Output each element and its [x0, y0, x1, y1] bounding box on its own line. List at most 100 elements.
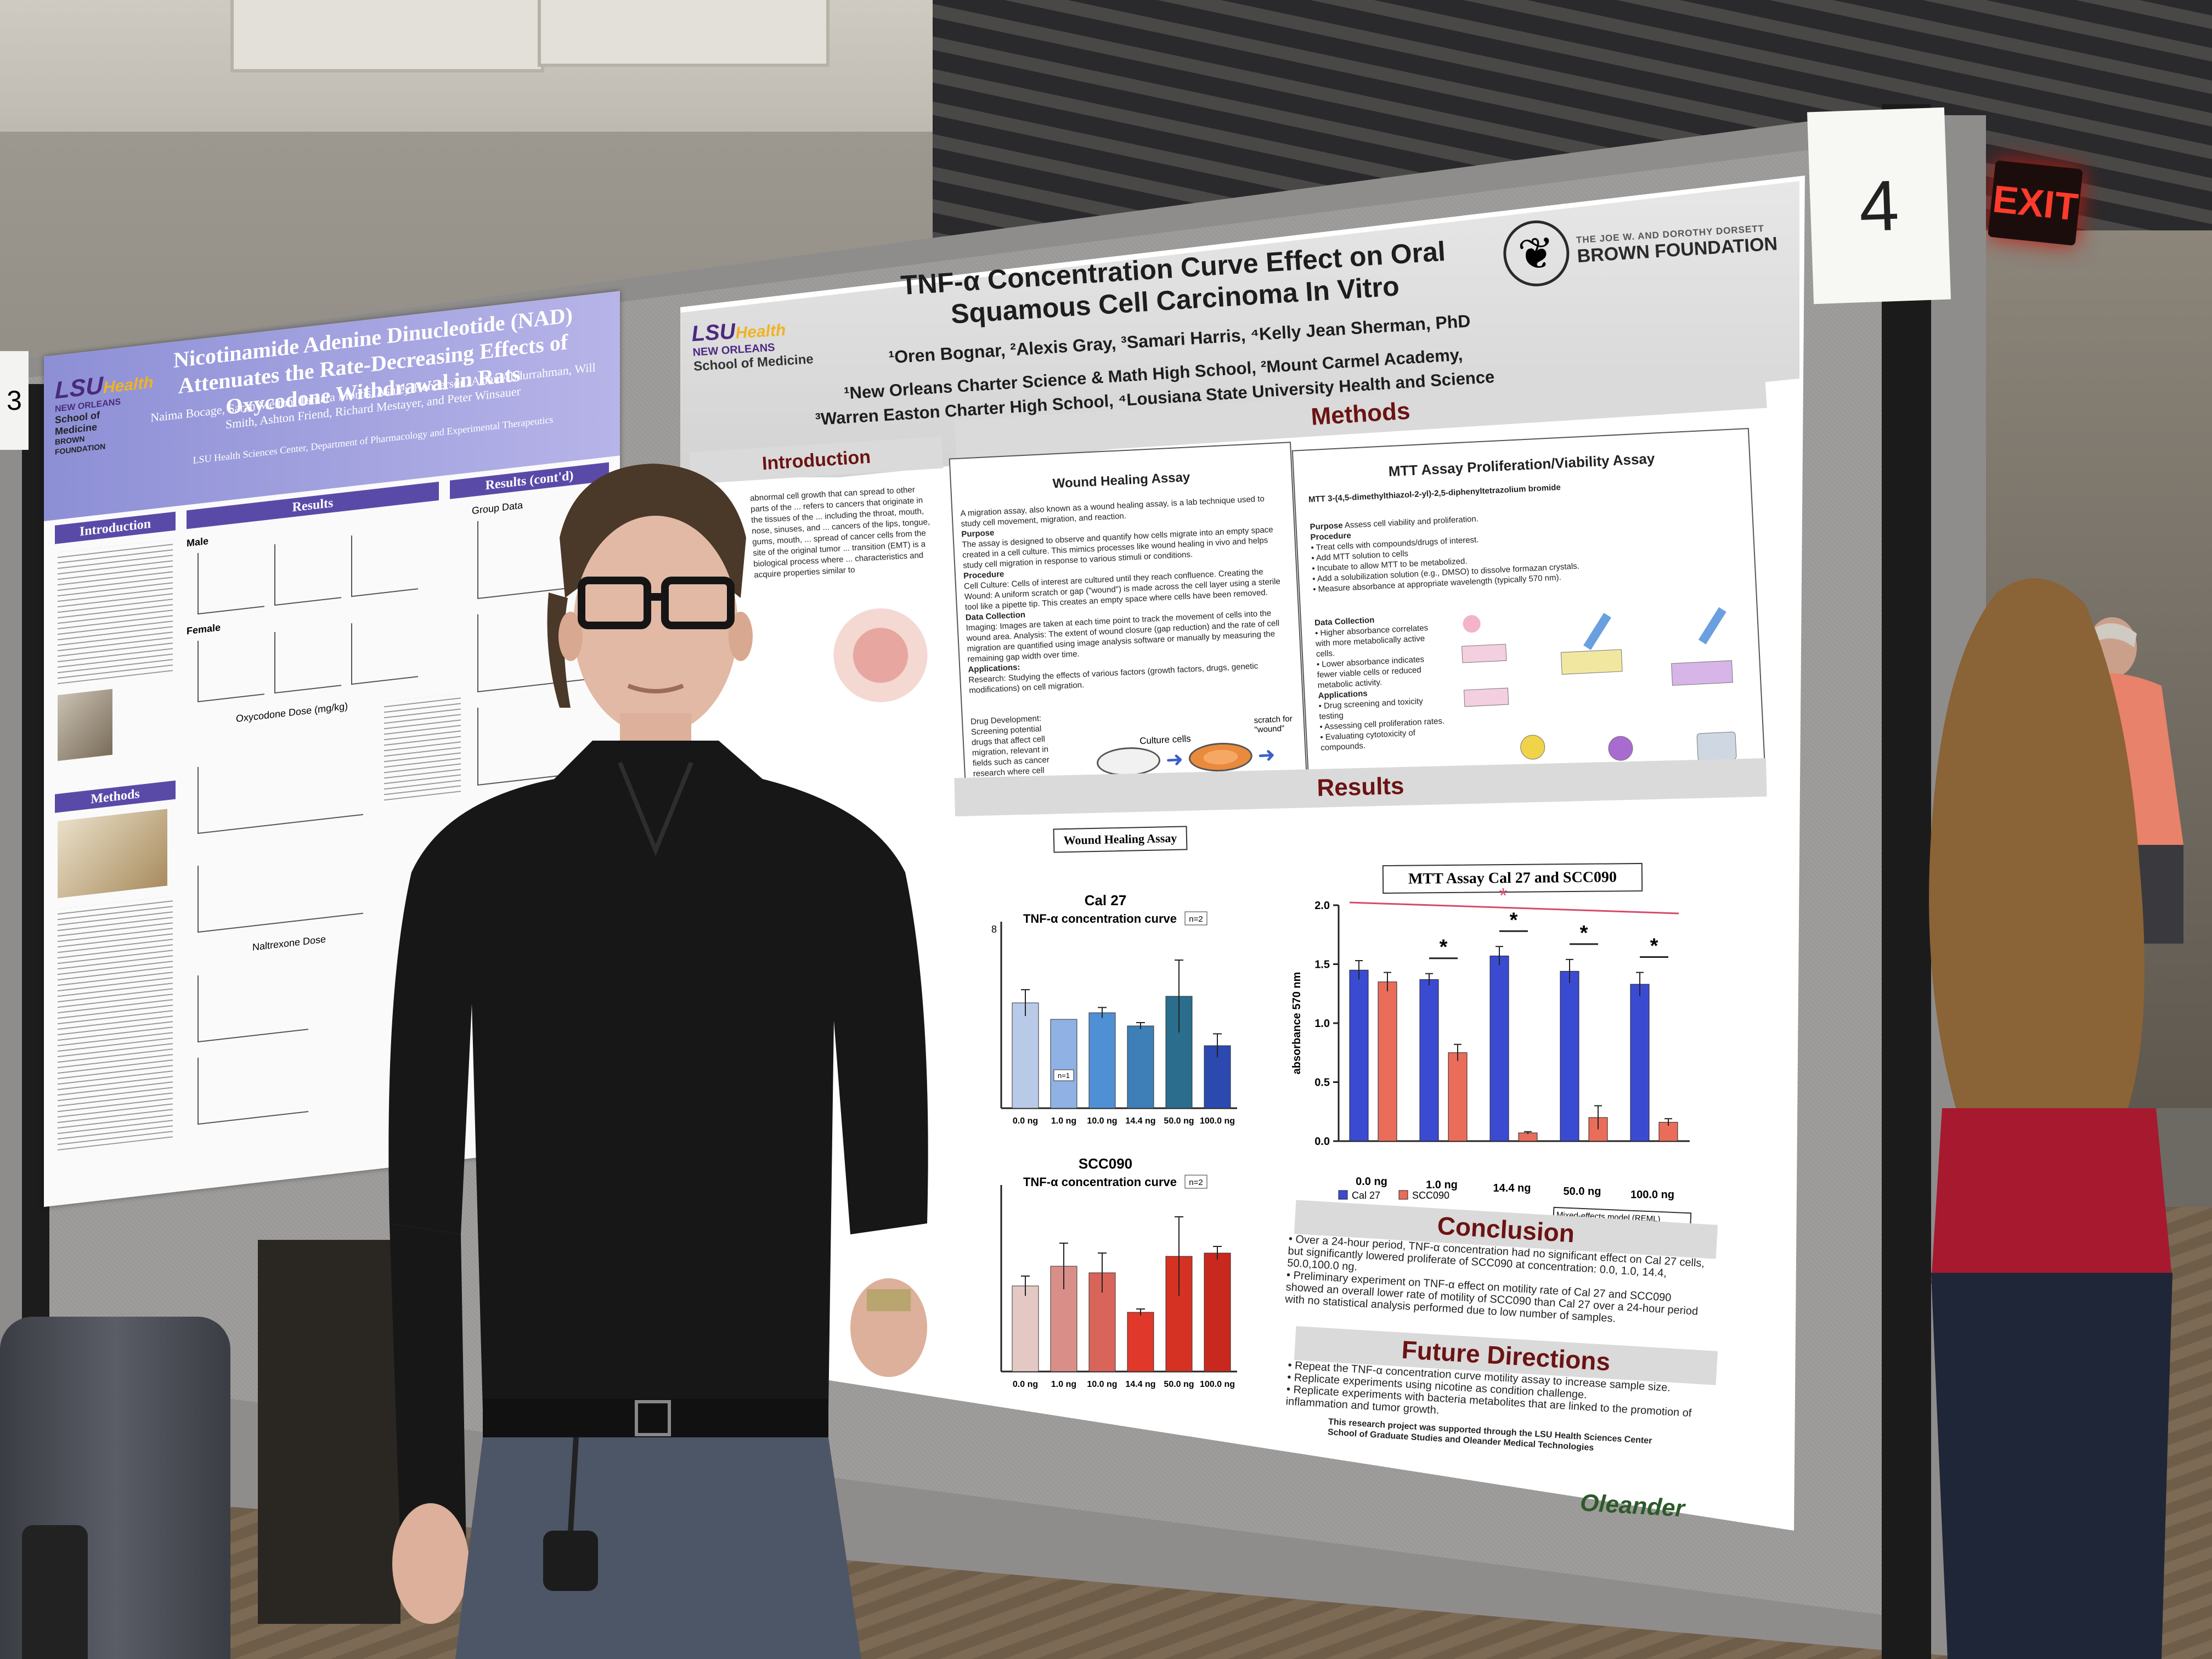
left-poster-male-label: Male: [187, 535, 209, 549]
bar: [1630, 984, 1650, 1142]
x-tick-label: 10.0 ng: [1087, 1380, 1117, 1389]
mtt-plate-icon: [1560, 649, 1623, 675]
belt-buckle-icon: [635, 1400, 671, 1436]
left-poster-graph: [198, 963, 308, 1043]
wristwatch-icon: [867, 1289, 911, 1311]
bar: [1012, 1285, 1039, 1372]
legend-swatch: [1338, 1190, 1348, 1200]
y-tick-label: 1.0: [1314, 1018, 1330, 1030]
x-tick-label: 0.0 ng: [1013, 1116, 1038, 1126]
x-tick-label: 14.4 ng: [1125, 1116, 1155, 1126]
arrow-icon: ➜: [1257, 743, 1276, 768]
n-note-box: [1184, 1175, 1207, 1189]
well-plate-icon: [1462, 644, 1507, 663]
formazan-molecule-icon: [1608, 736, 1633, 761]
mtt-method-box: MTT Assay Proliferation/Viability Assay …: [1291, 428, 1767, 803]
left-poster-photo: [58, 809, 167, 899]
x-tick-label: 1.0 ng: [1426, 1179, 1458, 1191]
n-note: n=2: [1189, 1178, 1203, 1187]
mtt-workflow-diagram: [1462, 607, 1737, 761]
person-right-partial: [1929, 578, 2172, 1659]
left-poster-section: Methods: [55, 780, 176, 813]
significance-marker: *: [1440, 936, 1448, 959]
mtt-method-text: Purpose Assess cell viability and prolif…: [1310, 514, 1580, 595]
ceiling-tile: [230, 0, 544, 72]
key-fob-icon: [543, 1531, 598, 1591]
y-axis-label: absorbance 570 nm: [1291, 972, 1303, 1075]
x-tick-label: 50.0 ng: [1164, 1380, 1194, 1389]
bar: [1349, 969, 1369, 1142]
bar: [1012, 1002, 1039, 1109]
x-tick-label: 50.0 ng: [1564, 1186, 1601, 1198]
left-poster-lsu-logo: LSUHealth NEW ORLEANS School of Medicine…: [55, 371, 154, 456]
x-tick-label: 0.0 ng: [1013, 1380, 1038, 1389]
x-tick-label: 1.0 ng: [1051, 1380, 1076, 1389]
y-tick-label: 0.0: [1314, 1136, 1330, 1148]
left-poster-graph: [198, 748, 363, 834]
x-tick-label: 14.4 ng: [1125, 1380, 1155, 1389]
y-tick-label: 8: [991, 924, 997, 935]
pipette-icon: [1583, 613, 1611, 650]
y-tick-label: 1.5: [1314, 959, 1330, 971]
board-number-card: 4: [1807, 107, 1951, 304]
left-poster-graph: [198, 1045, 308, 1125]
chart-subtitle: TNF-α concentration curve: [1023, 912, 1177, 926]
board-number-card-left: 3: [0, 351, 29, 450]
bar: [1204, 1252, 1231, 1372]
overall-significance-line: [1349, 901, 1679, 915]
y-tick-label: 2.0: [1314, 900, 1330, 912]
wound-panel-title: Wound Healing Assay: [1053, 826, 1188, 853]
left-poster-photo: [58, 689, 112, 761]
bar-note-box: [1053, 1069, 1074, 1081]
left-poster-graph: [274, 537, 341, 606]
cal27-wound-chart: Cal 27 TNF-α concentration curve n=2 8 0.0 n…: [991, 892, 1237, 1126]
left-poster-intro-text: [58, 539, 173, 685]
y-tick-label: 0.5: [1314, 1077, 1330, 1089]
bar: [1560, 970, 1579, 1142]
x-tick-label: 100.0 ng: [1200, 1380, 1235, 1389]
chart-title: Cal 27: [1085, 892, 1127, 909]
tree-icon: ❦: [1501, 218, 1572, 289]
presenter: [388, 464, 928, 1659]
x-tick-label: 100.0 ng: [1630, 1189, 1674, 1201]
bar: [1378, 981, 1397, 1142]
water-bottle: [22, 1525, 88, 1659]
scc090-wound-chart: SCC090 TNF-α concentration curve n=2 0.0 ng…: [1000, 1155, 1237, 1389]
bar-note: n=1: [1058, 1071, 1070, 1080]
left-poster-graph: [198, 545, 264, 615]
bar: [1419, 979, 1439, 1142]
bar: [1127, 1312, 1154, 1372]
legend-label: SCC090: [1412, 1190, 1449, 1201]
mtt-data-collection: Data Collection • Higher absorbance corr…: [1314, 615, 1445, 753]
significance-marker: *: [1510, 909, 1518, 932]
spectrophotometer-icon: [1696, 731, 1737, 761]
pipette-icon: [1698, 607, 1726, 645]
x-tick-label: 50.0 ng: [1164, 1116, 1194, 1126]
legend-label: Cal 27: [1352, 1190, 1380, 1201]
x-tick-label: 0.0 ng: [1356, 1176, 1387, 1188]
mtt-absorbance-chart: 0.0 0.5 1.0 1.5 2.0 absorbance 570 nm 0.0 ng 1.…: [1291, 884, 1690, 1201]
bar: [1127, 1025, 1154, 1109]
overall-significance-marker: *: [1499, 884, 1508, 907]
legend-swatch: [1398, 1190, 1408, 1200]
chart-subtitle: TNF-α concentration curve: [1023, 1175, 1177, 1189]
left-poster-graph: [198, 633, 264, 703]
ceiling-tile: [538, 0, 830, 67]
chart-title: SCC090: [1079, 1155, 1132, 1172]
x-tick-label: 14.4 ng: [1493, 1182, 1531, 1194]
well-plate-icon: [1463, 687, 1509, 707]
person-partial: [258, 1240, 400, 1624]
significance-marker: *: [1580, 922, 1588, 945]
left-poster-graph: [198, 847, 363, 933]
left-poster-x-label: Oxycodone Dose (mg/kg): [236, 700, 348, 725]
bar: [1050, 1019, 1077, 1109]
bar: [1088, 1012, 1116, 1109]
oral-anatomy-diagram: [828, 598, 933, 702]
left-poster-female-label: Female: [187, 622, 221, 637]
petri-dish-icon: [1188, 741, 1253, 773]
n-note: n=2: [1189, 915, 1203, 924]
cell-icon: [1463, 615, 1481, 633]
left-poster-x-label: Naltrexone Dose: [252, 933, 326, 953]
glasses-icon: [578, 577, 735, 629]
formazan-plate-icon: [1671, 660, 1733, 686]
